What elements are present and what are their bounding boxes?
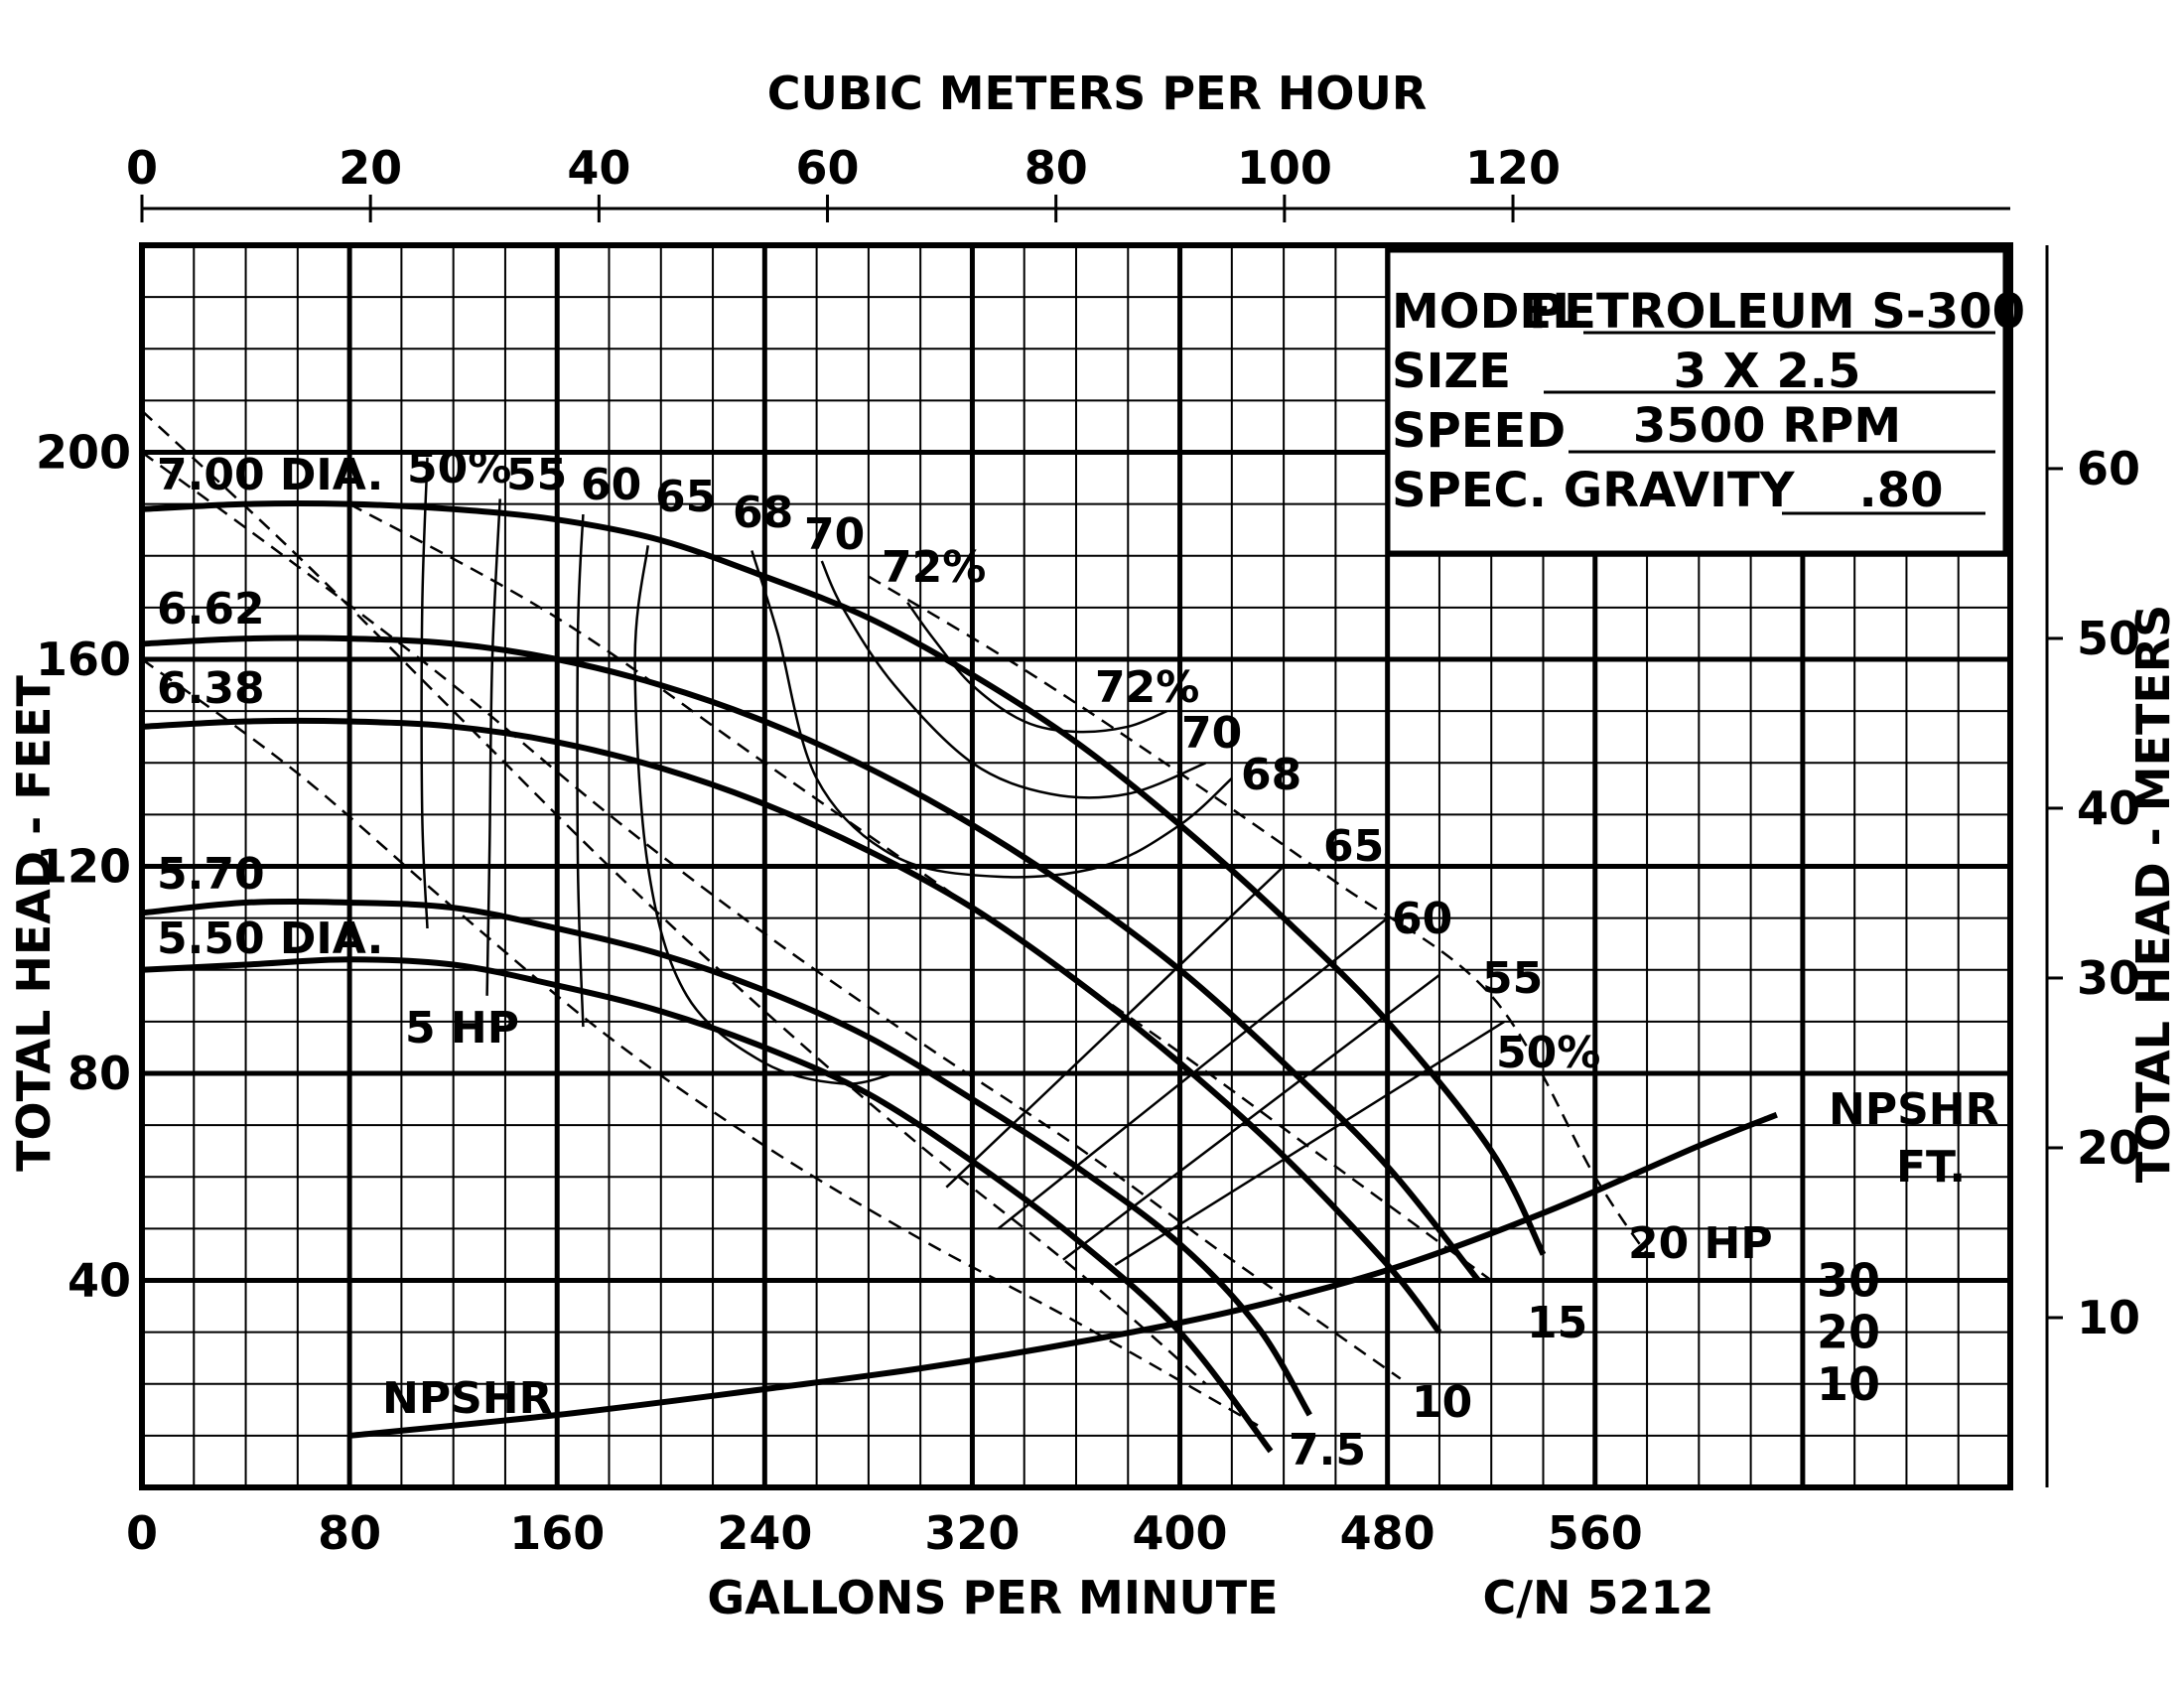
x2-tick-label: 0 — [126, 141, 158, 195]
eff-label-65-top: 65 — [655, 472, 716, 522]
hp-label-15: 15 — [1527, 1298, 1587, 1348]
eff-label-50-top: 50% — [407, 443, 511, 493]
catalog-number: C/N 5212 — [1482, 1571, 1713, 1624]
eff-label-68-top: 68 — [733, 488, 793, 538]
speed-label: SPEED — [1392, 403, 1566, 459]
y-tick-label: 40 — [68, 1254, 131, 1308]
hp-line-4 — [868, 575, 1649, 1256]
info-box-frame — [1385, 247, 2008, 556]
eff-label-72-right: 72% — [1095, 662, 1199, 713]
eff-label-55-right: 55 — [1482, 953, 1543, 1004]
x-tick-label: 400 — [1133, 1506, 1228, 1560]
eff-label-65-right: 65 — [1323, 821, 1384, 872]
left-axis-title: TOTAL HEAD - FEET — [7, 675, 61, 1172]
head-curve-1 — [141, 634, 1481, 1283]
x-tick-label: 320 — [924, 1506, 1020, 1560]
eff-label-70-top: 70 — [804, 509, 865, 560]
y2-tick-label: 30 — [2077, 951, 2140, 1005]
y2-tick-label: 40 — [2077, 781, 2140, 835]
npshr-tick-label: 20 — [1817, 1306, 1880, 1359]
npshr-axis-label: NPSHR — [1829, 1084, 1998, 1135]
dia-label-570: 5.70 — [157, 849, 265, 900]
eff-label-60-right: 60 — [1392, 894, 1452, 944]
efficiency-line-3 — [1114, 1020, 1505, 1266]
chart-curves — [141, 409, 1778, 1454]
x2-tick-label: 60 — [796, 141, 860, 195]
y2-tick-label: 50 — [2077, 612, 2140, 665]
hp-line-0 — [141, 409, 1207, 1385]
plot-frame — [139, 242, 2013, 1490]
axis-ticks: 0 80 160 240 320 400 480 560 0 20 40 60 80 100 120 40 80… — [36, 141, 2140, 1560]
efficiency-curve-4 — [576, 513, 585, 1028]
y2-tick-label: 10 — [2077, 1291, 2140, 1344]
y-tick-label: 80 — [68, 1047, 131, 1100]
gravity-label: SPEC. GRAVITY — [1392, 463, 1796, 518]
hp-label-20: 20 HP — [1628, 1218, 1773, 1269]
head-curve-0 — [141, 500, 1547, 1256]
chart-grid — [139, 242, 2013, 1490]
efficiency-line-0 — [945, 865, 1285, 1189]
eff-label-60-top: 60 — [581, 460, 641, 510]
model-label: MODEL — [1392, 284, 1582, 340]
hp-label-5: 5 HP — [405, 1003, 519, 1054]
x2-tick-label: 120 — [1465, 141, 1561, 195]
x2-tick-label: 20 — [339, 141, 402, 195]
gravity-value: .80 — [1858, 463, 1943, 518]
y-tick-label: 200 — [36, 426, 131, 480]
model-info-box: MODEL PETROLEUM S-300 SIZE 3 X 2.5 SPEED… — [1392, 284, 2025, 518]
x2-tick-label: 80 — [1024, 141, 1088, 195]
eff-label-70-right: 70 — [1181, 708, 1242, 759]
top-axis-title: CUBIC METERS PER HOUR — [767, 67, 1428, 120]
efficiency-curve-2 — [751, 550, 1233, 879]
hp-label-75: 7.5 — [1289, 1425, 1366, 1476]
size-label: SIZE — [1392, 344, 1511, 399]
head-curve-4 — [141, 956, 1274, 1454]
eff-label-50-right: 50% — [1496, 1028, 1600, 1078]
y-tick-label: 160 — [36, 633, 131, 686]
y-tick-label: 120 — [36, 840, 131, 894]
hp-line-1 — [141, 657, 1259, 1427]
hp-line-2 — [141, 451, 1402, 1380]
efficiency-curve-6 — [420, 457, 429, 929]
efficiency-line-1 — [997, 916, 1389, 1230]
x-tick-label: 160 — [509, 1506, 605, 1560]
dia-label-700: 7.00 DIA. — [157, 450, 383, 500]
y2-tick-label: 60 — [2077, 442, 2140, 495]
dia-label-662: 6.62 — [157, 584, 265, 634]
x-tick-label: 240 — [717, 1506, 812, 1560]
eff-label-55-top: 55 — [506, 450, 567, 500]
npshr-tick-label: 10 — [1817, 1357, 1880, 1411]
npshr-unit-label: FT. — [1896, 1142, 1966, 1193]
efficiency-curve-0 — [906, 601, 1167, 734]
efficiency-curve-3 — [633, 545, 895, 1085]
eff-label-68-right: 68 — [1241, 750, 1301, 800]
model-value: PETROLEUM S-300 — [1529, 284, 2025, 340]
hp-line-3 — [348, 502, 1492, 1282]
hp-label-10: 10 — [1412, 1377, 1472, 1428]
x-tick-label: 80 — [318, 1506, 381, 1560]
npshr-tick-label: 30 — [1817, 1254, 1880, 1308]
head-curve-3 — [141, 899, 1312, 1417]
x2-tick-label: 100 — [1237, 141, 1332, 195]
x2-tick-label: 40 — [567, 141, 630, 195]
bottom-axis-title: GALLONS PER MINUTE — [707, 1571, 1278, 1624]
efficiency-curve-1 — [820, 560, 1207, 799]
curve-labels: 7.00 DIA. 6.62 6.38 5.70 5.50 DIA. 50% 5… — [157, 443, 1998, 1476]
head-curve-2 — [141, 717, 1442, 1335]
right-axis-title: TOTAL HEAD - METERS — [2126, 605, 2180, 1184]
x-tick-label: 560 — [1548, 1506, 1643, 1560]
eff-label-72-top: 72% — [882, 542, 986, 593]
speed-value: 3500 RPM — [1633, 398, 1901, 454]
dia-label-550: 5.50 DIA. — [157, 914, 383, 964]
x-tick-label: 480 — [1340, 1506, 1435, 1560]
dia-label-638: 6.38 — [157, 663, 265, 714]
size-value: 3 X 2.5 — [1674, 344, 1861, 399]
efficiency-line-2 — [1062, 974, 1440, 1261]
npshr-curve — [348, 1111, 1778, 1439]
y2-tick-label: 20 — [2077, 1121, 2140, 1175]
x-tick-label: 0 — [126, 1506, 158, 1560]
npshr-curve-label: NPSHR — [382, 1373, 552, 1424]
